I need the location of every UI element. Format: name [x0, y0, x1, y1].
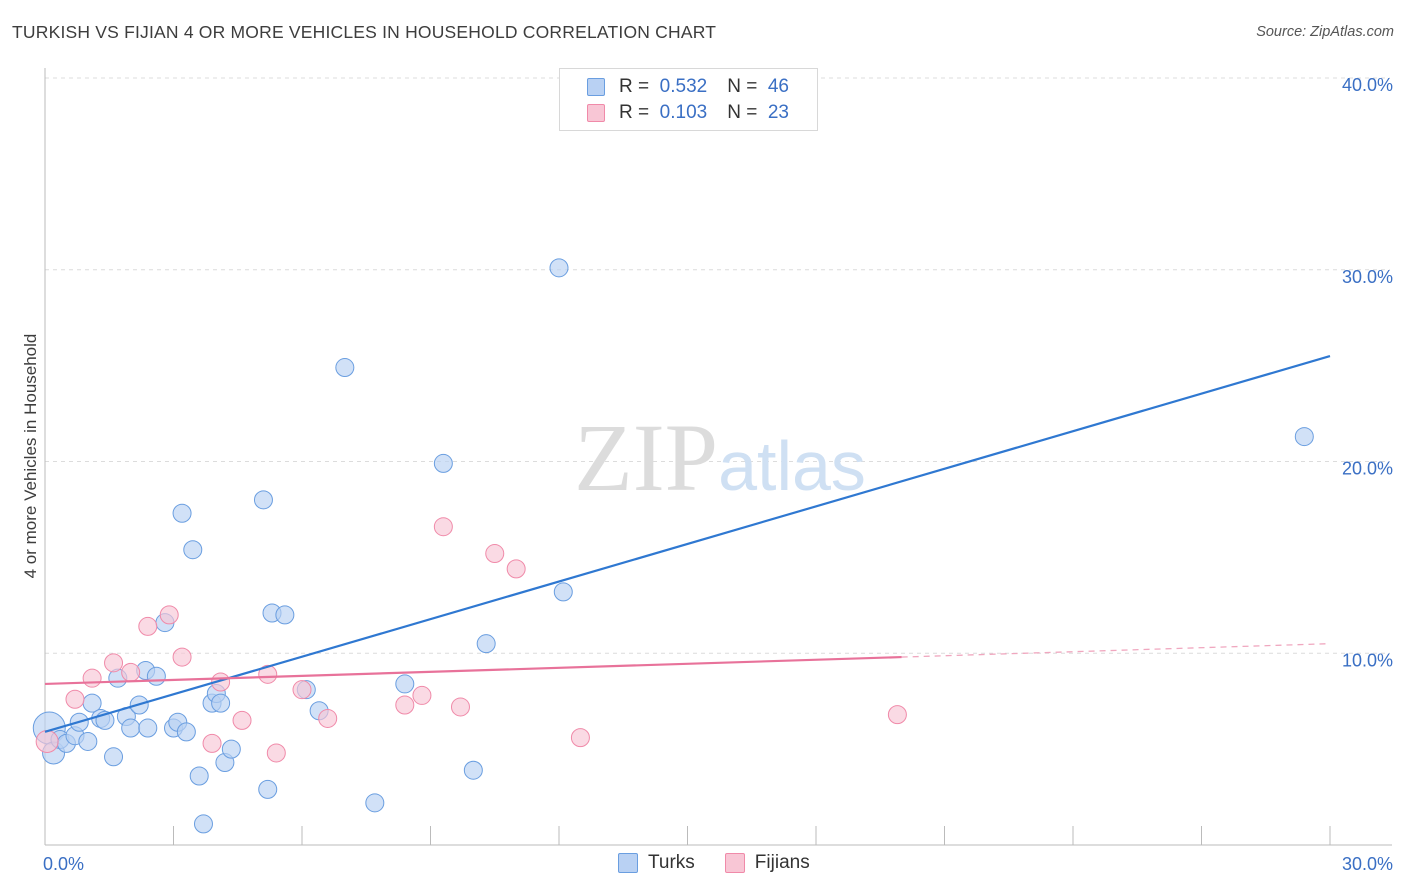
fijians-point: [434, 518, 452, 536]
legend-r-turks: 0.532: [660, 76, 708, 98]
turks-point: [276, 606, 294, 624]
fijians-point: [888, 706, 906, 724]
fijians-point: [36, 730, 58, 752]
turks-point: [105, 748, 123, 766]
turks-point: [477, 635, 495, 653]
fijians-point: [267, 744, 285, 762]
turks-point: [122, 719, 140, 737]
y-tick-label: 30.0%: [1342, 267, 1393, 287]
turks-point: [173, 504, 191, 522]
fijians-point: [83, 669, 101, 687]
legend-row-turks: R = 0.532 N = 46: [587, 75, 789, 99]
series-legend: Turks Fijians: [618, 852, 840, 874]
fijians-point: [507, 560, 525, 578]
turks-point: [194, 815, 212, 833]
legend-row-fijians: R = 0.103 N = 23: [587, 101, 789, 125]
fijians-point: [413, 686, 431, 704]
fijians-point: [571, 729, 589, 747]
data-points: [33, 259, 1313, 833]
turks-point: [190, 767, 208, 785]
fijians-point: [293, 681, 311, 699]
turks-point: [177, 723, 195, 741]
gridlines: [45, 78, 1390, 653]
turks-point: [396, 675, 414, 693]
y-tick-labels: 10.0% 20.0% 30.0% 40.0%: [1342, 75, 1393, 670]
scatter-plot: ZIPatlas 10.0%20.0%30.0%40.0% 0.0% 30.0% …: [0, 0, 1406, 892]
turks-point: [336, 359, 354, 377]
legend-swatch-fijians: [587, 104, 605, 122]
turks-swatch: [618, 853, 638, 873]
y-tick-label: 10.0%: [1342, 650, 1393, 670]
legend-n-fijians: 23: [768, 102, 789, 124]
watermark: ZIPatlas: [574, 404, 866, 511]
legend-n-turks: 46: [768, 76, 789, 98]
fijians-point: [160, 606, 178, 624]
y-tick-label: 20.0%: [1342, 459, 1393, 479]
turks-point: [366, 794, 384, 812]
turks-point: [184, 541, 202, 559]
turks-point: [1295, 428, 1313, 446]
legend-r-fijians: 0.103: [660, 102, 708, 124]
turks-point: [550, 259, 568, 277]
turks-point: [222, 740, 240, 758]
fijians-point: [139, 617, 157, 635]
y-axis-title: 4 or more Vehicles in Household: [21, 334, 40, 579]
turks-point: [139, 719, 157, 737]
x-tick-label: 0.0%: [43, 854, 84, 874]
fijians-point: [319, 709, 337, 727]
fijians-swatch: [725, 853, 745, 873]
fijians-point: [396, 696, 414, 714]
turks-point: [79, 732, 97, 750]
fijians-point: [486, 545, 504, 563]
y-tick-label: 40.0%: [1342, 75, 1393, 95]
legend-swatch-turks: [587, 78, 605, 96]
legend: R = 0.532 N = 46 R = 0.103 N = 23: [559, 68, 818, 131]
fijians-point: [233, 711, 251, 729]
turks-point: [464, 761, 482, 779]
x-tick-label: 30.0%: [1342, 854, 1393, 874]
series-legend-fijians: Fijians: [725, 852, 810, 874]
fijians-point: [173, 648, 191, 666]
turks-point: [147, 667, 165, 685]
turks-point: [434, 454, 452, 472]
turks-point: [212, 694, 230, 712]
turks-point: [554, 583, 572, 601]
fijians-label: Fijians: [755, 852, 810, 874]
turks-point: [259, 780, 277, 798]
series-legend-turks: Turks: [618, 852, 695, 874]
fijians-point: [66, 690, 84, 708]
turks-point: [254, 491, 272, 509]
fijians-point: [451, 698, 469, 716]
fijians-point: [122, 663, 140, 681]
turks-label: Turks: [648, 852, 695, 874]
fijians-point: [203, 734, 221, 752]
fijians-trend-extension: [902, 644, 1330, 657]
fijians-point: [105, 654, 123, 672]
